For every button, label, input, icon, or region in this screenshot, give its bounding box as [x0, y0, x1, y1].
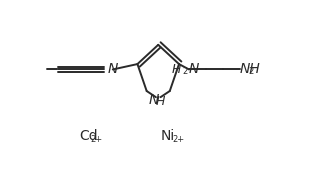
Text: H: H — [171, 63, 181, 76]
Text: NH: NH — [240, 62, 261, 76]
Text: N: N — [148, 93, 159, 107]
Text: 2+: 2+ — [172, 135, 184, 144]
Text: 2: 2 — [249, 67, 254, 76]
Text: 2: 2 — [182, 67, 188, 76]
Text: 2+: 2+ — [90, 135, 103, 144]
Text: N: N — [188, 62, 199, 76]
Text: Ni: Ni — [161, 129, 175, 143]
Text: N: N — [108, 62, 118, 76]
Text: Cd: Cd — [79, 129, 98, 143]
Text: H: H — [156, 95, 165, 108]
